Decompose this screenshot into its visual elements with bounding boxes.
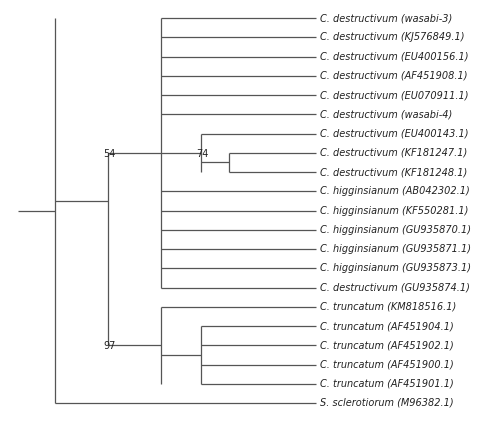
Text: C. destructivum (wasabi-3): C. destructivum (wasabi-3) bbox=[320, 13, 452, 23]
Text: 97: 97 bbox=[104, 341, 116, 351]
Text: S. sclerotiorum (M96382.1): S. sclerotiorum (M96382.1) bbox=[320, 398, 454, 408]
Text: C. destructivum (AF451908.1): C. destructivum (AF451908.1) bbox=[320, 71, 468, 81]
Text: C. truncatum (AF451902.1): C. truncatum (AF451902.1) bbox=[320, 340, 454, 350]
Text: C. destructivum (KF181247.1): C. destructivum (KF181247.1) bbox=[320, 148, 468, 158]
Text: C. higginsianum (GU935873.1): C. higginsianum (GU935873.1) bbox=[320, 264, 472, 273]
Text: C. destructivum (EU400156.1): C. destructivum (EU400156.1) bbox=[320, 52, 469, 62]
Text: 54: 54 bbox=[104, 149, 116, 159]
Text: C. truncatum (AF451904.1): C. truncatum (AF451904.1) bbox=[320, 321, 454, 331]
Text: C. higginsianum (AB042302.1): C. higginsianum (AB042302.1) bbox=[320, 186, 470, 196]
Text: 74: 74 bbox=[196, 149, 209, 159]
Text: C. truncatum (AF451901.1): C. truncatum (AF451901.1) bbox=[320, 379, 454, 389]
Text: C. higginsianum (GU935870.1): C. higginsianum (GU935870.1) bbox=[320, 225, 472, 235]
Text: C. destructivum (GU935874.1): C. destructivum (GU935874.1) bbox=[320, 283, 470, 292]
Text: C. destructivum (EU400143.1): C. destructivum (EU400143.1) bbox=[320, 129, 469, 139]
Text: C. destructivum (EU070911.1): C. destructivum (EU070911.1) bbox=[320, 90, 469, 100]
Text: C. destructivum (KJ576849.1): C. destructivum (KJ576849.1) bbox=[320, 32, 465, 42]
Text: C. higginsianum (KF550281.1): C. higginsianum (KF550281.1) bbox=[320, 206, 469, 215]
Text: C. destructivum (KF181248.1): C. destructivum (KF181248.1) bbox=[320, 167, 468, 177]
Text: C. higginsianum (GU935871.1): C. higginsianum (GU935871.1) bbox=[320, 244, 472, 254]
Text: C. truncatum (KM818516.1): C. truncatum (KM818516.1) bbox=[320, 302, 456, 312]
Text: C. truncatum (AF451900.1): C. truncatum (AF451900.1) bbox=[320, 360, 454, 369]
Text: C. destructivum (wasabi-4): C. destructivum (wasabi-4) bbox=[320, 109, 452, 119]
